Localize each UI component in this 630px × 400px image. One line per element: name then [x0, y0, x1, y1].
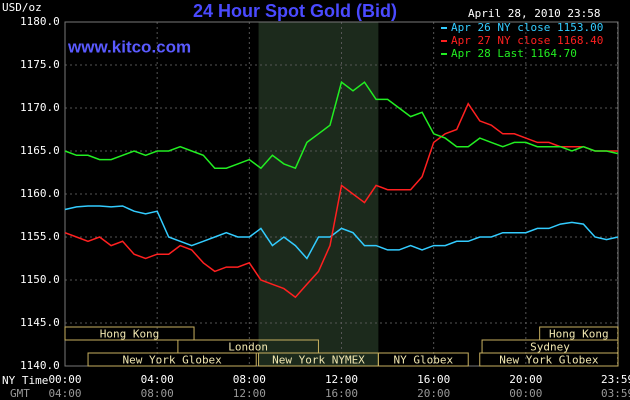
x-tick-label: 04:00 [141, 373, 174, 386]
x2-tick-label: 04:00 [48, 387, 81, 400]
session-label: Hong Kong [100, 328, 160, 341]
x-axis-label: NY Time [2, 374, 48, 387]
session-label: Sydney [530, 341, 570, 354]
y-tick-label: 1175.0 [20, 58, 60, 71]
y-tick-label: 1160.0 [20, 187, 60, 200]
session-box [377, 352, 469, 367]
session-shade [258, 22, 379, 366]
session-label: Hong Kong [549, 328, 609, 341]
y-tick-label: 1150.0 [20, 273, 60, 286]
y-axis-label: USD/oz [2, 1, 42, 14]
session-box [64, 326, 195, 341]
x-tick-label: 23:59 [601, 373, 630, 386]
x2-axis-label: GMT [10, 387, 30, 400]
series-line [64, 80, 619, 170]
session-box [87, 352, 257, 367]
x-tick-label: 12:00 [325, 373, 358, 386]
session-label: New York Globex [499, 354, 599, 367]
legend-label: Apr 26 NY close 1153.00 [451, 21, 603, 34]
y-tick-label: 1140.0 [20, 359, 60, 372]
x-tick-label: 08:00 [233, 373, 266, 386]
y-tick-label: 1170.0 [20, 101, 60, 114]
y-tick-label: 1155.0 [20, 230, 60, 243]
y-tick-label: 1165.0 [20, 144, 60, 157]
x-tick-label: 20:00 [509, 373, 542, 386]
session-label: New York NYMEX [272, 354, 365, 367]
series-line [64, 205, 619, 260]
x2-tick-label: 20:00 [417, 387, 450, 400]
session-label: New York Globex [122, 354, 222, 367]
chart-title: 24 Hour Spot Gold (Bid) [193, 1, 397, 21]
timestamp: April 28, 2010 23:58 [468, 7, 600, 20]
x-tick-label: 16:00 [417, 373, 450, 386]
y-tick-label: 1180.0 [20, 15, 60, 28]
x2-tick-label: 16:00 [325, 387, 358, 400]
y-tick-label: 1145.0 [20, 316, 60, 329]
legend-label: Apr 27 NY close 1168.40 [451, 34, 603, 47]
x2-tick-label: 03:59 [601, 387, 630, 400]
series-line [64, 102, 618, 299]
session-label: NY Globex [393, 354, 453, 367]
x2-tick-label: 08:00 [141, 387, 174, 400]
x2-tick-label: 12:00 [233, 387, 266, 400]
session-box [479, 352, 619, 367]
legend-label: Apr 28 Last 1164.70 [451, 47, 577, 60]
x-tick-label: 00:00 [48, 373, 81, 386]
x2-tick-label: 00:00 [509, 387, 542, 400]
site-label: www.kitco.com [67, 37, 191, 56]
session-label: London [228, 341, 268, 354]
